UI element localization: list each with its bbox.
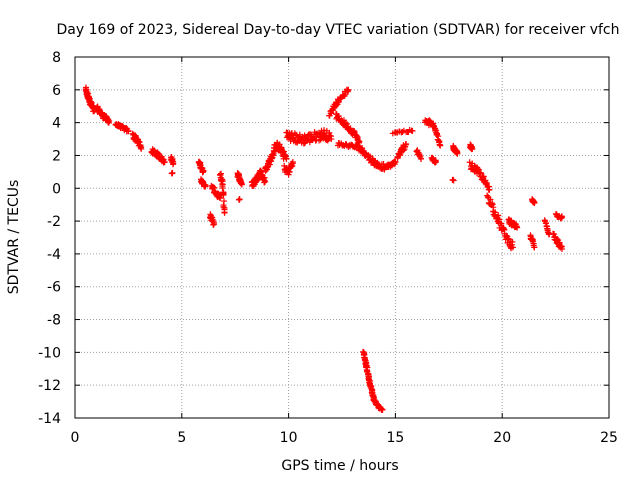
data-point-marker: [170, 160, 177, 167]
data-point-marker: [289, 159, 296, 166]
data-point-marker: [219, 185, 226, 192]
data-point-marker: [82, 86, 89, 93]
data-point-marker: [483, 179, 490, 186]
data-point-marker: [238, 180, 245, 187]
data-point-marker: [432, 158, 439, 165]
data-point-marker: [542, 219, 549, 226]
data-point-marker: [531, 244, 538, 251]
grid-lines: [75, 57, 609, 418]
data-point-marker: [138, 145, 145, 152]
data-point-marker: [489, 201, 496, 208]
x-axis-label: GPS time / hours: [281, 458, 398, 474]
y-tick-label: -6: [47, 280, 61, 296]
data-point-marker: [321, 127, 328, 134]
data-point-marker: [432, 159, 439, 166]
data-point-marker: [416, 152, 423, 159]
y-tick-label: 4: [52, 116, 61, 132]
data-point-marker: [496, 216, 503, 223]
data-point-marker: [220, 203, 227, 210]
data-point-marker: [269, 151, 276, 158]
data-point-marker: [559, 245, 566, 252]
data-point-marker: [513, 223, 520, 230]
data-point-marker: [409, 127, 416, 134]
data-point-marker: [508, 241, 515, 248]
data-point-marker: [345, 86, 352, 93]
data-point-marker: [555, 240, 562, 247]
data-point-marker: [328, 136, 335, 143]
y-tick-label: 0: [52, 181, 61, 197]
data-point-marker: [168, 170, 175, 177]
data-point-marker: [379, 406, 386, 413]
data-point-marker: [392, 159, 399, 166]
x-axis-ticks: 0 5 10 15 20 25: [71, 57, 618, 446]
data-point-marker: [262, 178, 269, 185]
data-point-marker: [264, 164, 271, 171]
data-point-marker: [454, 150, 461, 157]
y-tick-label: 8: [52, 50, 61, 66]
data-point-marker: [434, 131, 441, 138]
data-point-marker: [474, 166, 481, 173]
data-point-marker: [490, 204, 497, 211]
data-point-marker: [498, 220, 505, 227]
y-tick-label: -2: [47, 214, 61, 230]
y-axis-ticks: -14 -12 -10 -8 -6 -4 -2 0 2 4 6 8: [38, 50, 609, 427]
y-tick-label: -14: [38, 411, 61, 427]
data-point-marker: [283, 155, 290, 162]
data-point-marker: [418, 155, 425, 162]
data-point-marker: [486, 186, 493, 193]
data-point-marker: [335, 98, 342, 105]
data-point-marker: [558, 213, 565, 220]
y-tick-label: -10: [38, 345, 61, 361]
y-tick-label: 6: [52, 83, 61, 99]
data-point-marker: [559, 214, 566, 221]
y-axis-label: SDTVAR / TECUs: [6, 180, 22, 295]
data-points: [82, 84, 566, 413]
plot-border: [74, 56, 610, 419]
y-tick-label: -4: [47, 247, 61, 263]
x-tick-label: 25: [600, 430, 618, 446]
data-point-marker: [514, 224, 521, 231]
data-point-marker: [86, 95, 93, 102]
data-point-marker: [200, 168, 207, 175]
data-point-marker: [469, 145, 476, 152]
data-point-marker: [450, 176, 457, 183]
data-point-marker: [374, 159, 381, 166]
data-point-marker: [202, 183, 209, 190]
x-tick-label: 5: [177, 430, 186, 446]
data-point-marker: [161, 159, 168, 166]
data-point-marker: [558, 243, 565, 250]
data-point-marker: [340, 117, 347, 124]
data-point-marker: [509, 244, 516, 251]
x-tick-label: 15: [386, 430, 404, 446]
data-point-marker: [210, 221, 217, 228]
data-point-marker: [220, 192, 227, 199]
data-point-marker: [531, 200, 538, 207]
y-tick-label: -8: [47, 313, 61, 329]
data-point-marker: [437, 142, 444, 149]
x-tick-label: 0: [71, 430, 80, 446]
data-point-marker: [106, 117, 113, 124]
data-point-marker: [477, 170, 484, 177]
chart-title: Day 169 of 2023, Sidereal Day-to-day VTE…: [56, 22, 619, 38]
y-tick-label: -12: [38, 378, 61, 394]
data-point-marker: [403, 140, 410, 147]
data-point-marker: [125, 127, 132, 134]
data-point-marker: [343, 120, 350, 127]
data-point-marker: [258, 169, 265, 176]
x-tick-label: 10: [280, 430, 298, 446]
data-point-marker: [235, 196, 242, 203]
data-point-marker: [221, 209, 228, 216]
data-point-marker: [530, 240, 537, 247]
x-tick-label: 20: [493, 430, 511, 446]
data-point-marker: [541, 217, 548, 224]
data-point-marker: [353, 132, 360, 139]
data-point-marker: [217, 195, 224, 202]
data-point-marker: [492, 209, 499, 216]
y-tick-label: 2: [52, 148, 61, 164]
